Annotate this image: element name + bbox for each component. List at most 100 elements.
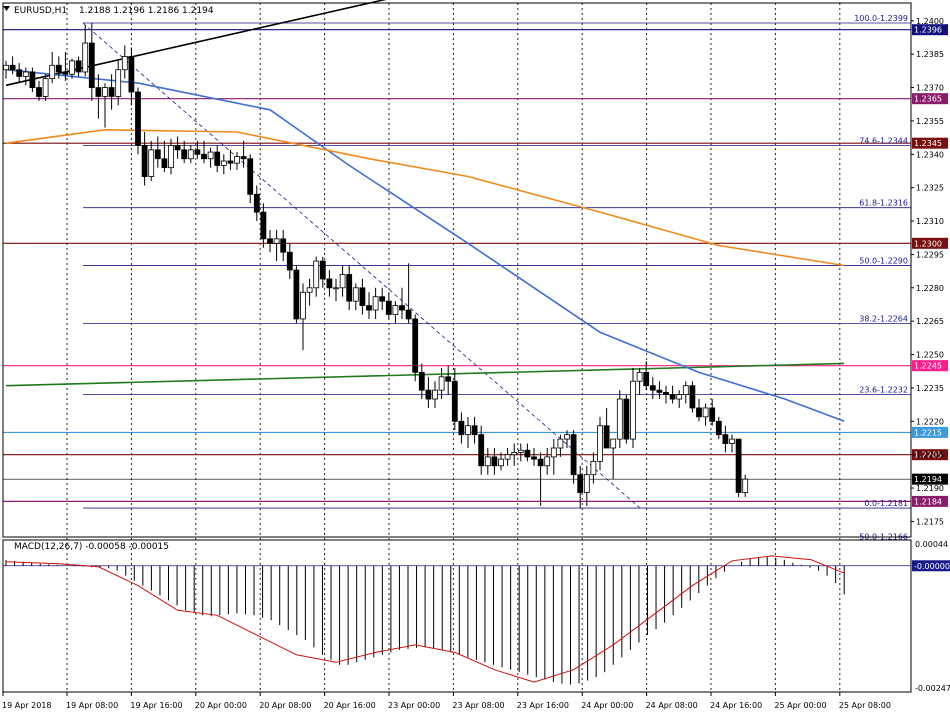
candle-body — [458, 420, 465, 436]
candle-body — [227, 160, 234, 164]
price-tag — [912, 495, 948, 507]
macd-header: MACD(12,26,7) -0.00058 -0.00015 — [14, 542, 169, 552]
candle-body — [564, 434, 570, 440]
candle-body — [148, 149, 155, 177]
candle-body — [702, 407, 709, 418]
fib-level-label: 100.0-1.2399 — [854, 14, 908, 23]
time-tick-label: 20 Apr 08:00 — [259, 701, 311, 710]
candle-body — [207, 151, 214, 160]
candle-body — [372, 296, 379, 311]
price-tick-label: 1.2175 — [916, 517, 944, 526]
candle-body — [656, 389, 663, 393]
candle-body — [88, 42, 95, 88]
candle-body — [603, 425, 610, 449]
candle-body — [154, 149, 161, 160]
candle-body — [649, 385, 656, 391]
time-tick-label: 20 Apr 16:00 — [324, 701, 376, 710]
price-tag — [912, 24, 948, 36]
price-tag-label: 1.2245 — [914, 362, 942, 371]
price-tick-label: 1.2310 — [916, 217, 944, 226]
time-tick-label: 25 Apr 00:00 — [774, 701, 826, 710]
candle-body — [379, 296, 386, 302]
candle-body — [709, 407, 716, 422]
trendline — [5, 362, 845, 387]
candle-body — [484, 456, 491, 467]
time-axis: 19 Apr 2018 19 Apr 08:00 19 Apr 16:00 20 Ap… — [2, 692, 891, 710]
candle-body — [300, 291, 306, 320]
price-tag-label: 1.2205 — [914, 451, 942, 460]
fib-level-label: 61.8-1.2316 — [859, 199, 908, 208]
price-tick-label: 1.2295 — [916, 250, 944, 259]
time-tick-label: 24 Apr 08:00 — [646, 701, 698, 710]
candle-body — [643, 371, 650, 387]
candle-body — [293, 269, 300, 320]
price-tick-label: 1.2340 — [916, 150, 944, 159]
candle-body — [412, 318, 419, 373]
moving-average-slow — [5, 128, 845, 267]
time-tick-label: 19 Apr 16:00 — [130, 701, 182, 710]
candlesticks — [3, 23, 749, 509]
candle-body — [597, 425, 603, 462]
price-tag-label: 1.2345 — [914, 139, 942, 148]
moving-average-fast — [5, 68, 845, 423]
candle-body — [366, 305, 372, 311]
candle-body — [22, 71, 29, 77]
price-tag-label: 1.2365 — [914, 95, 942, 104]
candle-body — [267, 238, 273, 244]
candle-body — [95, 87, 102, 97]
candle-body — [352, 287, 359, 302]
time-tick-label: 24 Apr 16:00 — [710, 701, 762, 710]
candle-body — [234, 156, 240, 164]
symbol-header: EURUSD,H1 — [14, 6, 67, 16]
time-tick-label: 25 Apr 08:00 — [839, 701, 891, 710]
candle-body — [326, 278, 333, 289]
price-tick-label: 1.2235 — [916, 384, 944, 393]
price-tag-label: 1.2194 — [914, 475, 942, 484]
candle-body — [220, 160, 227, 166]
candle-body — [306, 287, 313, 293]
price-tick-label: 1.2370 — [916, 84, 944, 93]
candle-body — [392, 305, 399, 315]
price-axis: 0.00044 -0.00000 -0.00247 1.2400 1.2385 1.237… — [911, 17, 950, 693]
candle-body — [669, 394, 676, 400]
chevron-down-icon[interactable] — [3, 6, 10, 11]
macd-signal-line — [5, 555, 845, 683]
candle-body — [69, 60, 75, 75]
candle-body — [82, 42, 89, 73]
candle-body — [616, 398, 623, 440]
horizontal-lines[interactable]: 1.2396 1.2365 1.2345 1.2300 1.2245 1.2215 1.22… — [3, 24, 948, 507]
candle-body — [438, 376, 445, 391]
candle-body — [201, 153, 207, 160]
candle-body — [590, 460, 597, 476]
candle-body — [405, 309, 412, 320]
candle-body — [696, 407, 702, 418]
time-tick-label: 19 Apr 08:00 — [66, 701, 118, 710]
macd-panel — [3, 555, 911, 685]
candle-body — [286, 251, 293, 271]
candle-body — [121, 56, 128, 71]
price-tick-label: 1.2280 — [916, 284, 944, 293]
candle-body — [425, 389, 432, 400]
candle-body — [524, 449, 531, 458]
ohlc-header: 1.2188 1.2196 1.2186 1.2194 — [79, 6, 214, 16]
candle-body — [630, 380, 636, 440]
price-tag-label: 1.2184 — [914, 497, 942, 506]
candle-body — [742, 478, 749, 493]
candle-body — [451, 380, 458, 422]
candle-body — [135, 91, 141, 146]
candle-body — [689, 385, 696, 409]
candle-body — [161, 158, 168, 169]
candle-body — [313, 260, 320, 289]
candle-body — [504, 454, 511, 460]
candle-body — [663, 391, 669, 395]
candle-body — [181, 149, 188, 160]
candle-body — [623, 398, 630, 440]
price-tag — [912, 473, 948, 485]
candle-body — [517, 449, 524, 453]
candle-body — [187, 149, 194, 160]
candle-body — [62, 71, 69, 75]
price-tag — [912, 93, 948, 105]
candle-body — [531, 456, 537, 460]
moving-averages — [5, 68, 845, 423]
